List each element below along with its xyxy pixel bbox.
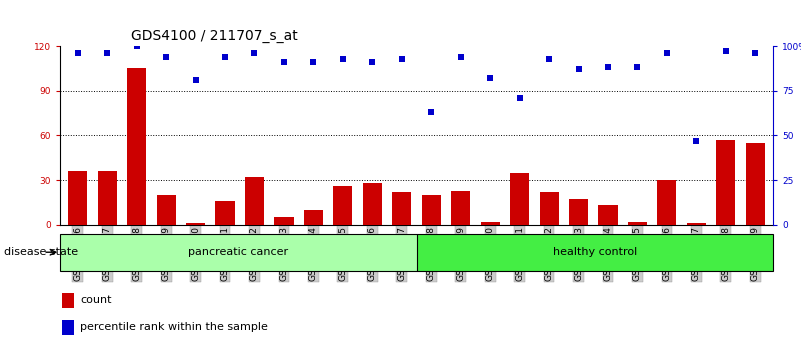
Bar — [62, 320, 74, 335]
Point — [366, 59, 379, 65]
Point — [690, 138, 702, 144]
Bar — [215, 201, 235, 225]
Bar — [451, 190, 470, 225]
Point — [336, 56, 349, 61]
Bar — [186, 223, 205, 225]
Bar — [421, 195, 441, 225]
Bar — [245, 177, 264, 225]
Point — [278, 59, 291, 65]
Bar — [62, 293, 74, 308]
Text: pancreatic cancer: pancreatic cancer — [188, 247, 288, 257]
Bar — [510, 173, 529, 225]
Bar — [363, 183, 382, 225]
Point — [189, 77, 202, 83]
Bar — [68, 171, 87, 225]
Text: disease state: disease state — [4, 247, 78, 257]
Bar — [746, 143, 765, 225]
Point — [101, 50, 114, 56]
Bar — [686, 223, 706, 225]
Point — [307, 59, 320, 65]
Bar — [540, 192, 558, 225]
Text: healthy control: healthy control — [553, 247, 637, 257]
Point — [454, 54, 467, 59]
Bar — [304, 210, 323, 225]
Bar — [658, 180, 677, 225]
Bar — [569, 199, 588, 225]
Point — [159, 54, 172, 59]
Bar — [598, 205, 618, 225]
Point — [631, 65, 644, 70]
Bar — [98, 171, 117, 225]
Point — [661, 50, 674, 56]
Bar — [156, 195, 175, 225]
Bar — [417, 234, 773, 271]
Point — [602, 65, 614, 70]
Point — [513, 95, 526, 101]
Point — [425, 109, 437, 115]
Text: percentile rank within the sample: percentile rank within the sample — [80, 321, 268, 332]
Point — [542, 56, 555, 61]
Bar — [127, 68, 147, 225]
Text: count: count — [80, 295, 111, 305]
Point — [719, 48, 732, 54]
Bar — [333, 186, 352, 225]
Point — [71, 50, 84, 56]
Point — [572, 67, 585, 72]
Point — [219, 54, 231, 59]
Bar — [481, 222, 500, 225]
Bar — [628, 222, 647, 225]
Point — [396, 56, 409, 61]
Bar — [275, 217, 293, 225]
Point — [248, 50, 261, 56]
Bar — [716, 140, 735, 225]
Text: GDS4100 / 211707_s_at: GDS4100 / 211707_s_at — [131, 29, 298, 43]
Bar — [60, 234, 417, 271]
Point — [749, 50, 762, 56]
Point — [484, 75, 497, 81]
Point — [131, 43, 143, 49]
Bar — [392, 192, 412, 225]
